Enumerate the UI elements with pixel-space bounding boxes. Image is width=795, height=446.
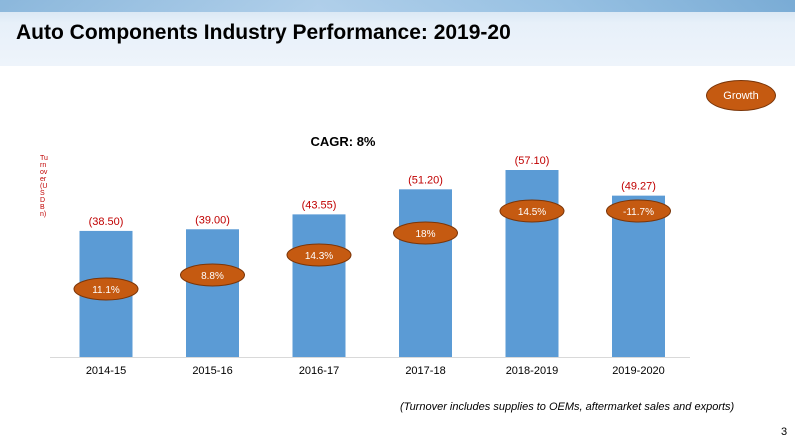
- y-axis-label: Turnover (USD Bn): [40, 155, 48, 218]
- growth-label: 18%: [415, 229, 435, 240]
- value-label: (49.27): [621, 181, 656, 193]
- growth-oval: [286, 243, 352, 267]
- chart-title: CAGR: 8%: [310, 134, 375, 149]
- growth-oval: [73, 277, 139, 301]
- growth-oval: [499, 199, 565, 223]
- bar-2019-2020: [612, 195, 665, 357]
- bar-2017-18: [399, 189, 452, 357]
- growth-oval: [180, 263, 245, 287]
- growth-label: 14.3%: [305, 251, 333, 262]
- bar-2015-16: [186, 229, 239, 357]
- x-tick-label: 2017-18: [405, 365, 445, 377]
- growth-label: 11.1%: [92, 285, 120, 296]
- growth-oval: [393, 221, 458, 245]
- growth-oval: [606, 199, 671, 223]
- slide-title: Auto Components Industry Performance: 20…: [16, 21, 511, 44]
- x-tick-label: 2019-2020: [612, 365, 665, 377]
- growth-legend-badge: Growth: [706, 80, 776, 111]
- growth-label: -11.7%: [623, 207, 654, 218]
- x-tick-label: 2015-16: [192, 365, 232, 377]
- growth-label: 8.8%: [201, 271, 224, 282]
- x-tick-label: 2016-17: [299, 365, 339, 377]
- header-banner: [0, 0, 795, 66]
- value-label: (39.00): [195, 214, 230, 226]
- page-number: 3: [781, 426, 788, 438]
- value-label: (51.20): [408, 174, 443, 186]
- bar-2016-17: [292, 214, 346, 357]
- value-label: (38.50): [89, 216, 124, 228]
- x-tick-label: 2018-2019: [506, 365, 559, 377]
- bar-2018-2019: [505, 170, 559, 357]
- value-label: (43.55): [302, 199, 337, 211]
- growth-label: 14.5%: [518, 207, 546, 218]
- value-label: (57.10): [515, 155, 550, 167]
- header-strip: [0, 0, 795, 12]
- x-tick-label: 2014-15: [86, 365, 126, 377]
- footnote: (Turnover includes supplies to OEMs, aft…: [400, 401, 735, 413]
